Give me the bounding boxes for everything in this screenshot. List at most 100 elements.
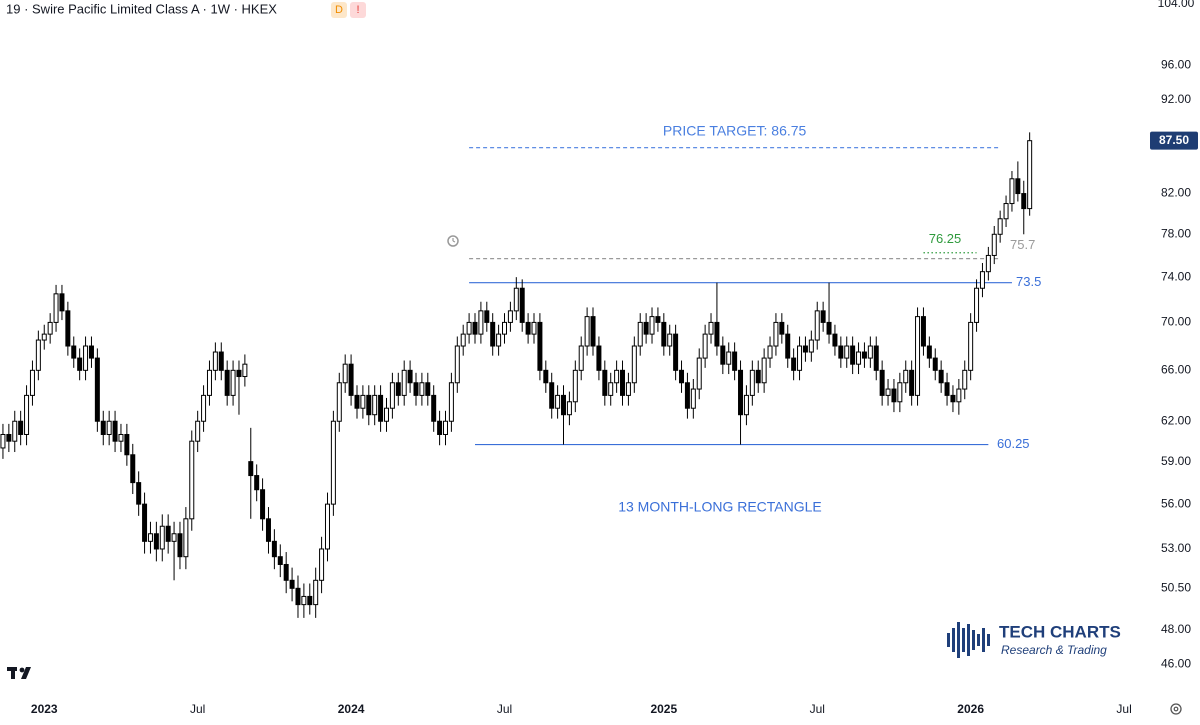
candle <box>814 301 820 350</box>
candle <box>909 360 915 406</box>
y-tick-label: 104.00 <box>1158 0 1195 10</box>
candle <box>767 336 773 368</box>
candle <box>460 324 466 356</box>
candle-body <box>903 369 909 384</box>
candle-body <box>915 316 921 396</box>
candle <box>254 464 260 502</box>
candle-body <box>65 310 71 347</box>
candle-body <box>867 345 873 359</box>
chart-title: 19 · Swire Pacific Limited Class A · 1W … <box>6 1 277 16</box>
candle-body <box>354 394 360 409</box>
candle <box>979 262 985 298</box>
candle <box>684 372 690 419</box>
candle-body <box>873 345 879 371</box>
candle-body <box>979 271 985 289</box>
candle-body <box>661 321 667 347</box>
candle-body <box>348 363 354 396</box>
level-label: PRICE TARGET: 86.75 <box>663 122 807 138</box>
candle-body <box>590 316 596 347</box>
candle-body <box>71 345 77 359</box>
candle <box>24 385 30 446</box>
x-tick-label: Jul <box>1116 702 1131 716</box>
candle <box>690 379 696 419</box>
candle <box>94 348 100 432</box>
candle-body <box>602 369 608 396</box>
candle-body <box>749 369 755 396</box>
candle-body <box>956 388 962 403</box>
candle <box>496 324 502 356</box>
candle <box>1027 132 1033 216</box>
candle-body <box>395 382 401 396</box>
candle-body <box>814 310 820 341</box>
candle <box>124 423 130 466</box>
candle <box>891 379 897 413</box>
candle-body <box>118 433 124 442</box>
candle <box>844 336 850 368</box>
candle-body <box>224 369 230 396</box>
candle-body <box>41 333 47 341</box>
y-tick-label: 70.00 <box>1161 315 1191 329</box>
candle <box>224 360 230 406</box>
candle-body <box>696 357 702 390</box>
candle-body <box>791 357 797 371</box>
candle-body <box>496 333 502 347</box>
candle <box>366 385 372 426</box>
logo-name: TECH CHARTS <box>999 622 1121 641</box>
candle-body <box>637 321 643 347</box>
candle <box>802 336 808 362</box>
candle-body <box>974 287 980 323</box>
candle-body <box>1027 140 1033 210</box>
candle <box>920 307 926 356</box>
x-tick-label: 2023 <box>31 702 58 716</box>
candle-body <box>254 475 260 491</box>
candle-body <box>578 345 584 371</box>
candle-body <box>283 563 289 581</box>
logo-icon <box>947 622 990 658</box>
candle-body <box>767 345 773 359</box>
candle-body <box>218 351 224 371</box>
candle-body <box>820 310 826 323</box>
candle-body <box>920 316 926 347</box>
candle-body <box>212 351 218 371</box>
candle <box>661 313 667 356</box>
candle-body <box>112 420 118 442</box>
candle-body <box>94 357 100 422</box>
candle <box>602 360 608 406</box>
last-price-label: 87.50 <box>1159 133 1189 147</box>
candle-body <box>47 321 53 335</box>
badge-bg <box>331 2 347 18</box>
candle-body <box>614 369 620 384</box>
candle-body <box>295 587 301 606</box>
candle <box>726 342 732 375</box>
candle-body <box>35 339 41 371</box>
candle-body <box>136 482 142 505</box>
y-tick-label: 53.00 <box>1161 541 1191 555</box>
candle-body <box>620 369 626 396</box>
candle-body <box>12 420 18 442</box>
candle-body <box>856 351 862 365</box>
candle <box>437 410 443 446</box>
y-tick-label: 46.00 <box>1161 657 1191 671</box>
candle-body <box>437 420 443 435</box>
candle-body <box>242 363 248 378</box>
candle-body <box>732 351 738 371</box>
candle <box>1021 180 1027 235</box>
candle <box>6 423 12 453</box>
candle-body <box>130 454 136 484</box>
candle <box>301 583 307 618</box>
candle-body <box>324 503 330 550</box>
y-tick-label: 96.00 <box>1161 57 1191 71</box>
candle <box>507 301 513 332</box>
candle <box>832 324 838 356</box>
candle <box>543 360 549 393</box>
candle <box>378 385 384 432</box>
settings-icon[interactable] <box>1170 703 1182 715</box>
level-label: 75.7 <box>1010 237 1035 252</box>
candle <box>749 360 755 406</box>
candle <box>153 521 159 562</box>
candle-body <box>525 321 531 335</box>
candle-body <box>808 339 814 353</box>
candle-body <box>307 595 313 606</box>
candle-body <box>29 369 35 396</box>
